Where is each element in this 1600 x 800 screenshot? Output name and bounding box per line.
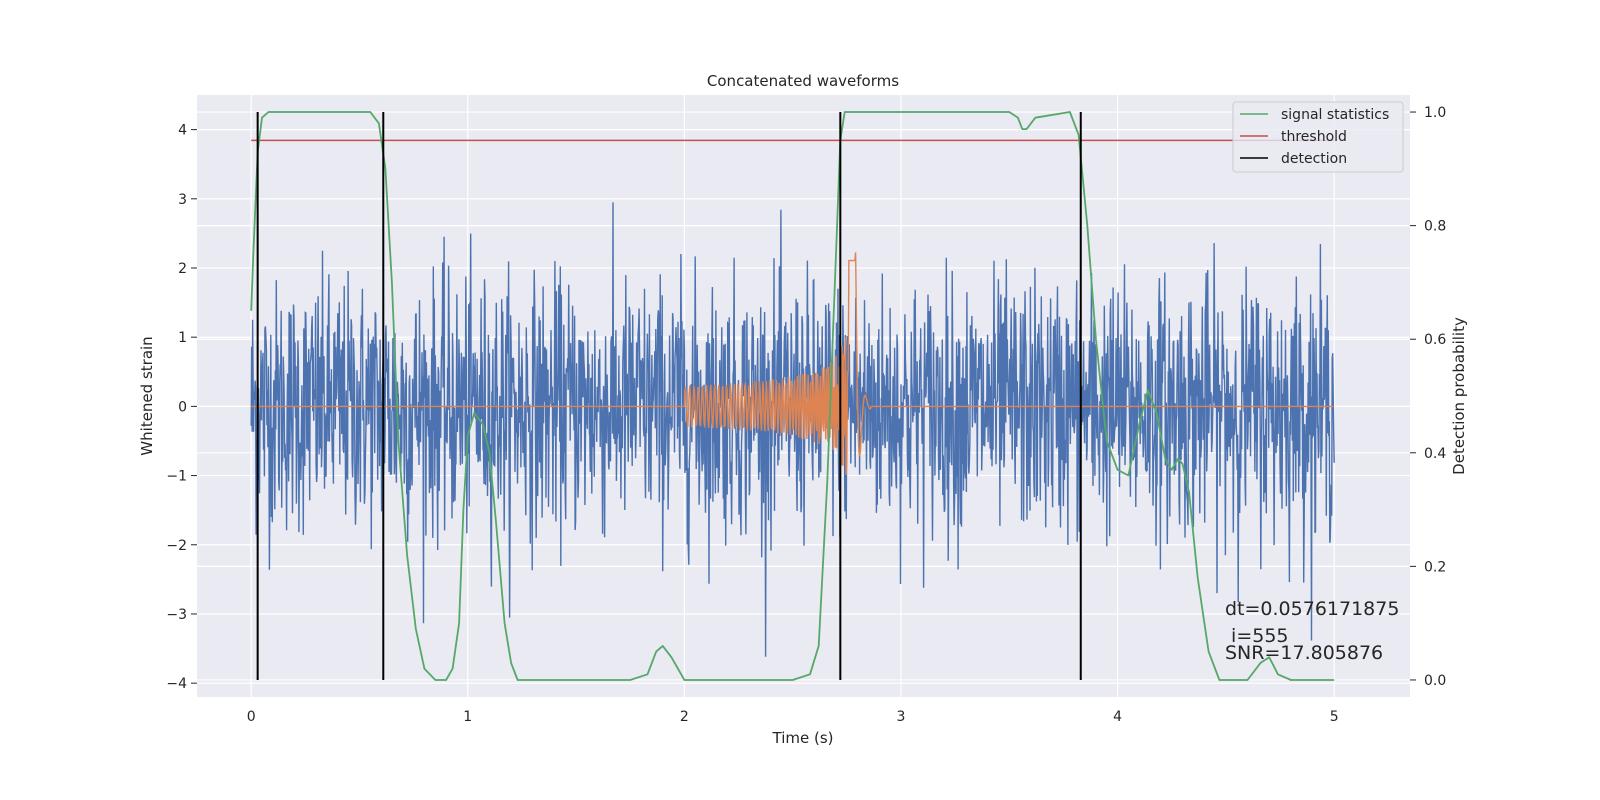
annotation-snr: SNR=17.805876 — [1225, 642, 1383, 664]
y-axis-ticks: −4 −3 −2 −1 0 1 2 3 4 — [166, 123, 197, 692]
y-tick-label: 3 — [178, 192, 187, 208]
y2-tick-label: 0.8 — [1424, 219, 1446, 235]
legend-label-signal-statistics: signal statistics — [1281, 107, 1389, 123]
y-tick-label: 0 — [178, 399, 187, 415]
y-axis-label: Whitened strain — [138, 336, 156, 455]
x-tick-label: 5 — [1330, 709, 1339, 725]
legend-label-threshold: threshold — [1281, 129, 1347, 145]
signal-statistics-series — [250, 111, 1335, 681]
y2-axis-label: Detection probability — [1450, 317, 1468, 475]
x-tick-label: 2 — [680, 709, 689, 725]
legend: signal statistics threshold detection — [1232, 101, 1404, 173]
annotation-i: i=555 — [1225, 625, 1289, 647]
x-tick-label: 3 — [897, 709, 906, 725]
legend-label-detection: detection — [1281, 151, 1347, 167]
y2-axis-ticks: 0.0 0.2 0.4 0.6 0.8 1.0 — [1410, 105, 1446, 689]
y-tick-label: 4 — [178, 123, 187, 139]
y-tick-label: −3 — [166, 607, 187, 623]
x-axis-label: Time (s) — [772, 729, 834, 747]
y2-tick-label: 0.2 — [1424, 559, 1446, 575]
annotation-dt: dt=0.0576171875 — [1225, 598, 1399, 620]
y-tick-label: 1 — [178, 330, 187, 346]
y-tick-label: −2 — [166, 538, 187, 554]
x-tick-label: 1 — [463, 709, 472, 725]
y-tick-label: −4 — [166, 676, 187, 692]
y2-tick-label: 0.6 — [1424, 332, 1446, 348]
y-tick-label: 2 — [178, 261, 187, 277]
plot-content — [250, 111, 1335, 681]
stats-annotation: dt=0.0576171875 i=555 SNR=17.805876 — [1225, 598, 1399, 664]
y-tick-label: −1 — [166, 469, 187, 485]
y2-tick-label: 0.0 — [1424, 673, 1446, 689]
x-tick-label: 4 — [1113, 709, 1122, 725]
x-axis-ticks: 0 1 2 3 4 5 — [247, 709, 1339, 725]
chart-title: Concatenated waveforms — [707, 72, 899, 90]
y2-tick-label: 0.4 — [1424, 446, 1446, 462]
y2-tick-label: 1.0 — [1424, 105, 1446, 121]
x-tick-label: 0 — [247, 709, 256, 725]
legend-box — [1232, 101, 1404, 173]
